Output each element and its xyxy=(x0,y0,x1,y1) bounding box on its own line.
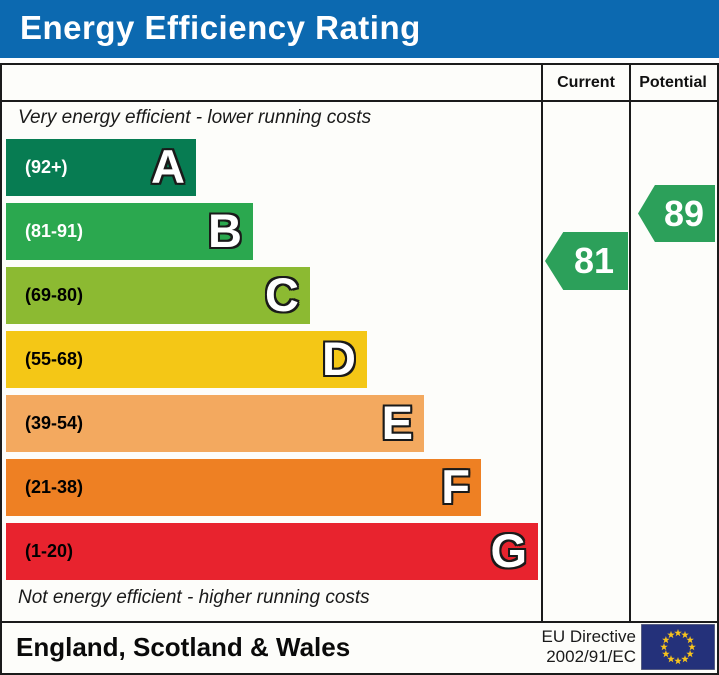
header-divider xyxy=(2,100,717,102)
eu-directive-line2: 2002/91/EC xyxy=(546,647,636,666)
page-title: Energy Efficiency Rating xyxy=(20,9,421,46)
band-c-letter: C xyxy=(265,268,299,321)
band-d-range: (55-68) xyxy=(25,349,84,369)
band-g-range: (1-20) xyxy=(25,541,74,561)
region-label: England, Scotland & Wales xyxy=(16,632,351,662)
band-c-range: (69-80) xyxy=(25,285,84,305)
title-bar: Energy Efficiency Rating xyxy=(0,0,719,58)
footer-divider xyxy=(2,621,717,623)
eu-flag-icon xyxy=(641,624,715,670)
band-g-letter: G xyxy=(490,524,527,577)
band-g: (1-20) G xyxy=(6,523,538,580)
note-very-efficient: Very energy efficient - lower running co… xyxy=(18,107,372,128)
current-rating-arrow: 81 xyxy=(545,232,628,290)
band-b-letter: B xyxy=(208,204,242,257)
band-d-letter: D xyxy=(322,332,356,385)
potential-column-border xyxy=(629,65,631,623)
current-column-border xyxy=(541,65,543,623)
band-a-letter: A xyxy=(151,140,185,193)
current-rating-value: 81 xyxy=(573,240,615,281)
band-a: (92+) A xyxy=(6,139,196,196)
band-e-letter: E xyxy=(381,396,413,449)
eu-directive-line1: EU Directive xyxy=(541,627,636,646)
band-c: (69-80) C xyxy=(6,267,310,324)
band-e-range: (39-54) xyxy=(25,413,84,433)
band-d: (55-68) D xyxy=(6,331,367,388)
band-e: (39-54) E xyxy=(6,395,424,452)
band-f-letter: F xyxy=(441,460,470,513)
band-b-range: (81-91) xyxy=(25,221,84,241)
band-b: (81-91) B xyxy=(6,203,253,260)
band-f-range: (21-38) xyxy=(25,477,84,497)
column-header-current: Current xyxy=(557,74,615,91)
rating-table: Current Potential Very energy efficient … xyxy=(0,63,719,675)
eu-directive-label: EU Directive 2002/91/EC xyxy=(432,627,636,667)
band-f: (21-38) F xyxy=(6,459,481,516)
potential-rating-value: 89 xyxy=(663,193,705,234)
band-a-range: (92+) xyxy=(25,157,68,177)
potential-rating-arrow: 89 xyxy=(638,185,715,242)
note-not-efficient: Not energy efficient - higher running co… xyxy=(18,587,370,608)
column-header-potential: Potential xyxy=(639,74,707,91)
